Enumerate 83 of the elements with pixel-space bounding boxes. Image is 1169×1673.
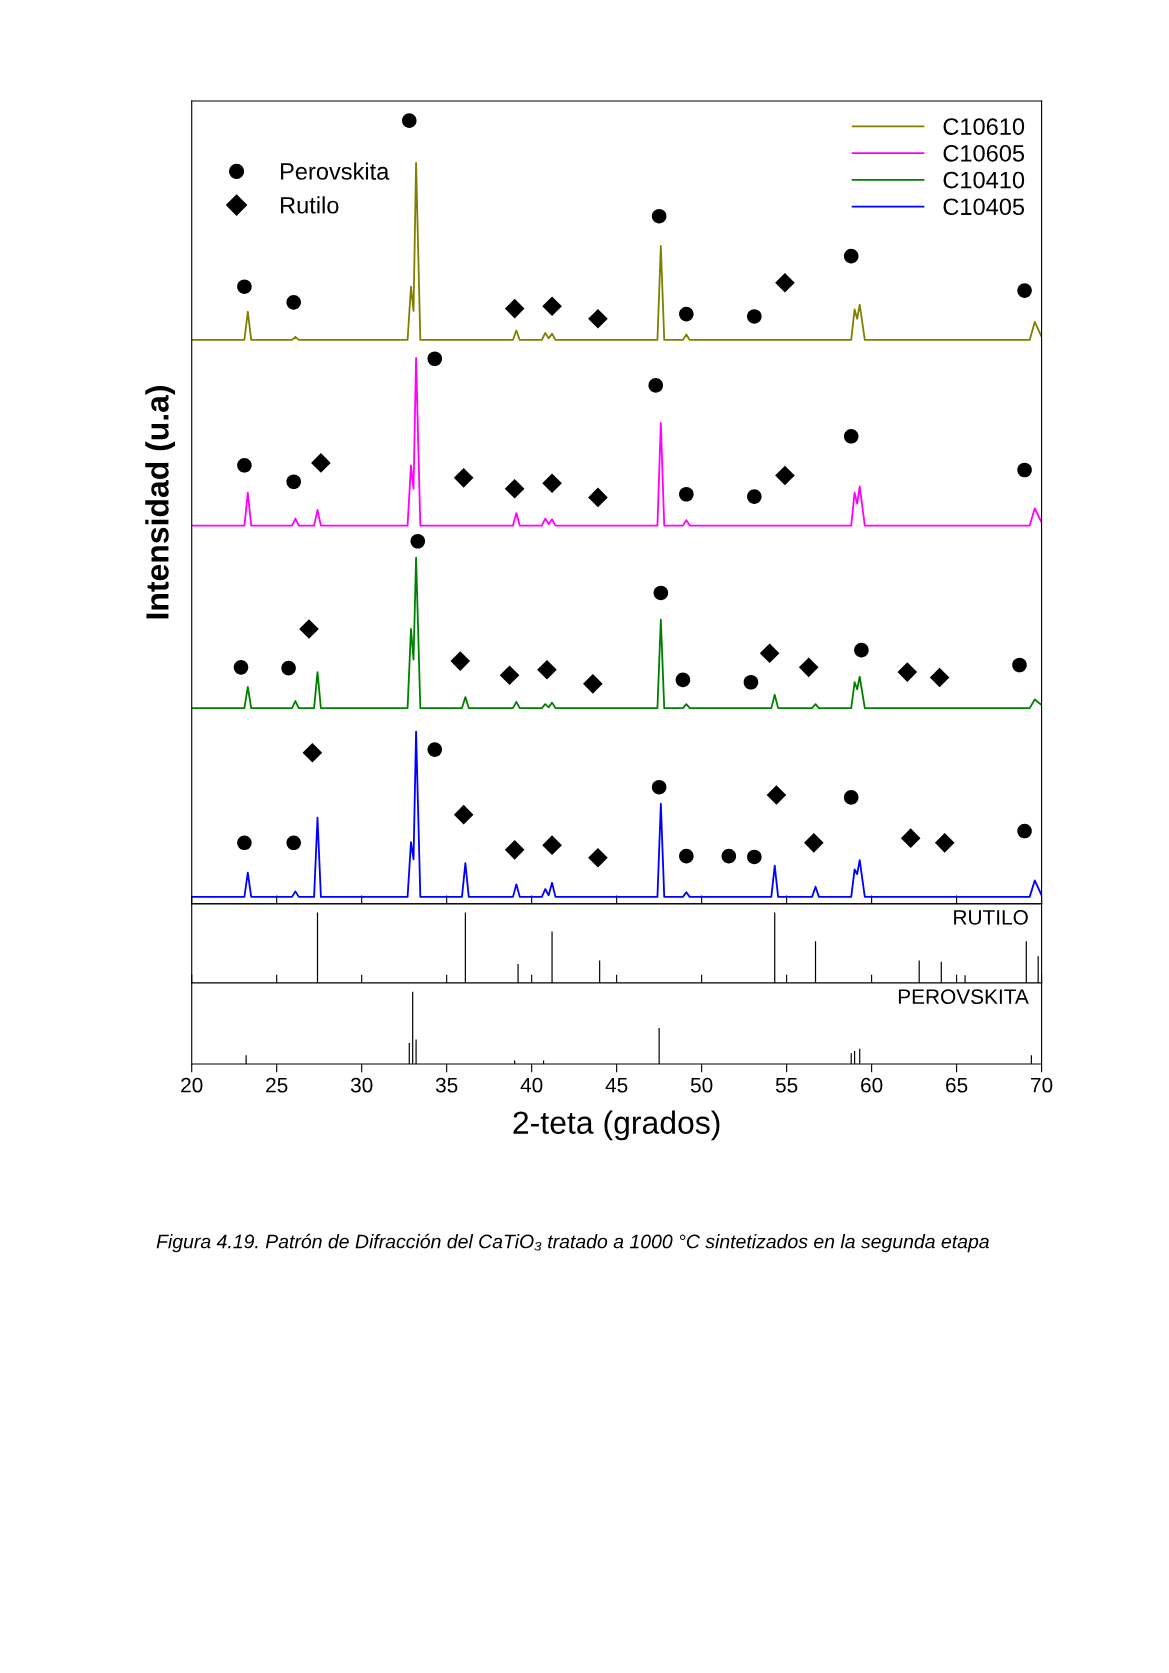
x-axis-title: 2-teta (grados) [513,1110,720,1141]
point [281,660,296,676]
point [237,458,252,473]
point [775,272,795,293]
point [759,643,780,664]
point [747,849,762,865]
point [233,660,249,675]
legend-label: C10410 [943,171,1025,189]
point [427,351,443,367]
x-tick-label: 40 [520,1077,543,1093]
point [286,295,301,310]
point [237,279,252,294]
point [286,835,301,851]
point [651,208,667,224]
point [775,465,795,486]
point [934,833,955,853]
point [311,453,331,473]
point [410,533,426,549]
point [766,785,787,805]
chart-title: RUTILO [954,910,1028,925]
point [679,848,694,864]
point [453,467,474,488]
point [747,309,762,324]
point [897,662,918,682]
x-tick-label: 20 [181,1077,203,1093]
point [302,742,323,763]
x-tick-label: 50 [690,1077,713,1093]
x-tick-label: 30 [350,1077,373,1093]
point [237,835,252,851]
point [286,474,301,490]
point [843,790,859,805]
point [427,742,443,757]
x-tick-label: 35 [435,1077,458,1093]
x-tick-label: 70 [1031,1077,1053,1093]
legend-label: C10610 [943,118,1025,135]
point [542,473,562,494]
point [679,306,694,322]
point [1017,283,1032,298]
point [450,651,471,671]
point [1017,823,1032,839]
y-axis-title: Intensidad (u.a) [145,386,176,619]
point [798,657,819,678]
point [537,659,557,680]
legend-label: C10405 [943,198,1025,216]
point [651,779,667,795]
legend-label: C10605 [943,144,1025,162]
x-tick-label: 60 [861,1077,883,1093]
point [843,429,859,444]
chart-title: PEROVSKITA [898,989,1029,1005]
point [929,667,950,688]
point [499,665,520,686]
point [402,113,417,128]
point [1017,462,1032,478]
text: Figura 4.19. Patrón de Difracción del CaTiO₃ tratado a 1000 °C sintetizados en la segunda etapa [156,1233,989,1253]
x-tick-label: 55 [775,1077,798,1093]
x-tick-label: 45 [605,1077,628,1093]
point [679,486,694,502]
point [648,378,664,393]
point [803,833,824,853]
point [675,672,691,688]
point [588,847,608,868]
point [747,489,762,504]
legend-label: Perovskita [281,162,390,180]
point [588,308,608,329]
point [743,674,759,690]
point [843,248,859,264]
point [504,478,525,499]
point [299,619,319,639]
point [542,835,562,855]
x-tick-label: 65 [946,1077,968,1093]
point [453,804,474,825]
point [900,828,921,848]
point [504,298,525,319]
point [504,840,525,860]
point [854,642,869,658]
point [721,848,737,864]
point [1012,657,1027,673]
point [588,487,608,508]
legend-label: Rutilo [281,196,339,214]
point [542,296,562,317]
x-tick-label: 25 [266,1077,288,1093]
point [583,674,603,694]
point [653,585,669,601]
